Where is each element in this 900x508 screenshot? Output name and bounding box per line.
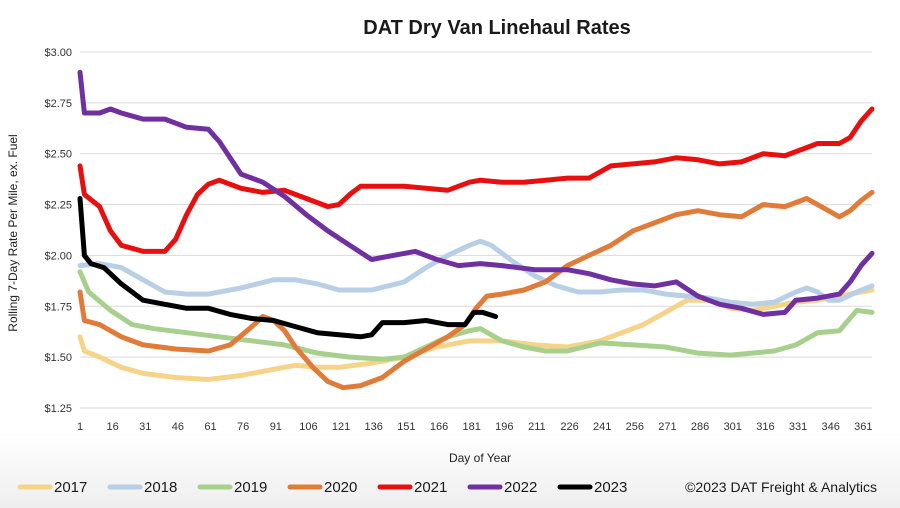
x-tick-label: 331 — [789, 421, 807, 433]
y-tick-label: $2.50 — [44, 149, 72, 161]
x-tick-label: 286 — [691, 421, 709, 433]
x-tick-label: 151 — [397, 421, 415, 433]
x-tick-label: 106 — [299, 421, 317, 433]
legend-label-2020: 2020 — [324, 479, 357, 496]
x-tick-label: 301 — [724, 421, 742, 433]
x-axis-label: Day of Year — [449, 451, 511, 465]
x-axis-ticks: 1 16 31 46 61 76 91 106 121 136 151 166 181 196 211 226… — [77, 421, 873, 433]
series-line-2020 — [77, 189, 875, 391]
x-tick-label: 196 — [495, 421, 513, 433]
y-tick-label: $2.00 — [44, 250, 72, 262]
x-tick-label: 241 — [593, 421, 611, 433]
x-tick-label: 361 — [854, 421, 872, 433]
x-tick-label: 16 — [107, 421, 119, 433]
x-tick-label: 61 — [204, 421, 216, 433]
x-tick-label: 31 — [139, 421, 151, 433]
x-tick-label: 1 — [77, 421, 83, 433]
legend-label-2022: 2022 — [504, 479, 537, 496]
legend-label-2017: 2017 — [54, 479, 87, 496]
series-line-2022 — [77, 69, 875, 317]
legend-label-2021: 2021 — [414, 479, 447, 496]
x-tick-label: 211 — [528, 421, 546, 433]
x-tick-label: 181 — [462, 421, 480, 433]
y-tick-label: $3.00 — [44, 47, 72, 59]
y-tick-label: $1.25 — [44, 403, 72, 415]
y-tick-label: $2.25 — [44, 200, 72, 212]
series-line-2021 — [77, 106, 875, 254]
x-tick-label: 136 — [365, 421, 383, 433]
x-tick-label: 271 — [658, 421, 676, 433]
x-tick-label: 121 — [332, 421, 350, 433]
y-tick-label: $2.75 — [44, 98, 72, 110]
chart-title: DAT Dry Van Linehaul Rates — [363, 17, 630, 39]
y-tick-label: $1.75 — [44, 301, 72, 313]
series-line-2023 — [77, 196, 499, 340]
y-axis-ticks: $1.25 $1.50 $1.75 $2.00 $2.25 $2.50 $2.75 $3.00 — [44, 47, 72, 415]
x-tick-label: 91 — [270, 421, 282, 433]
y-axis-label: Rolling 7-Day Rate Per Mile, ex. Fuel — [6, 134, 20, 331]
x-tick-label: 46 — [172, 421, 184, 433]
legend: 2017 2018 2019 2020 2021 2022 2023 — [17, 479, 627, 496]
x-tick-label: 76 — [237, 421, 249, 433]
x-tick-label: 346 — [821, 421, 839, 433]
x-tick-label: 316 — [756, 421, 774, 433]
legend-label-2023: 2023 — [594, 479, 627, 496]
copyright-text: ©2023 DAT Freight & Analytics — [685, 479, 877, 495]
series-line-2019 — [77, 269, 875, 362]
legend-label-2018: 2018 — [144, 479, 177, 496]
y-tick-label: $1.50 — [44, 352, 72, 364]
x-tick-label: 166 — [430, 421, 448, 433]
legend-label-2019: 2019 — [234, 479, 267, 496]
x-tick-label: 226 — [560, 421, 578, 433]
x-tick-label: 256 — [626, 421, 644, 433]
series-line-2018 — [77, 238, 875, 307]
series-lines — [77, 69, 875, 391]
